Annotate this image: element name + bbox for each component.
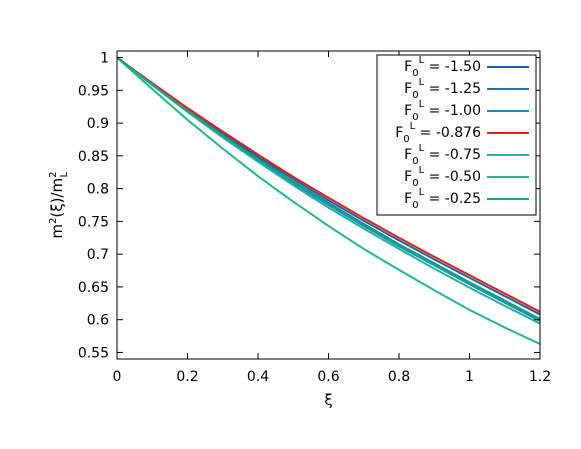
series-line (116, 56, 541, 321)
legend-label: F0L = -1.00 (404, 99, 481, 123)
y-axis-label: m2(ξ)/m2L (48, 171, 70, 238)
y-label-sub: L (59, 171, 70, 177)
y-label-sup: 2 (48, 218, 59, 224)
y-label-m: m (48, 224, 66, 239)
x-tick-label: 0.4 (247, 369, 269, 385)
series-line (116, 56, 541, 345)
y-tick-label: 0.65 (78, 280, 109, 296)
y-tick-label: 0.6 (87, 313, 109, 329)
y-tick-label: 0.95 (78, 83, 109, 99)
x-axis-label: ξ (324, 391, 332, 409)
x-tick-label: 0.6 (317, 369, 339, 385)
legend-label: F0L = -0.876 (395, 121, 481, 145)
x-ticks: 0 0.2 0.4 0.6 0.8 1 1.2 (113, 51, 551, 385)
x-tick-label: 0 (113, 369, 122, 385)
y-tick-label: 0.7 (87, 247, 109, 263)
x-tick-label: 1 (465, 369, 474, 385)
y-tick-label: 0.8 (87, 182, 109, 198)
y-ticks: 0.55 0.6 0.65 0.7 0.75 0.8 0.85 0.9 0.95 1 (78, 51, 540, 361)
x-tick-label: 1.2 (529, 369, 551, 385)
y-tick-label: 0.85 (78, 149, 109, 165)
legend-label: F0L = -0.75 (404, 143, 481, 167)
x-tick-label: 0.2 (176, 369, 198, 385)
y-label-sup2: 2 (48, 171, 59, 177)
y-tick-label: 0.9 (87, 116, 109, 132)
legend-box (376, 54, 537, 216)
y-tick-label: 0.75 (78, 214, 109, 230)
y-tick-label: 0.55 (78, 345, 109, 361)
legend-label: F0L = -0.50 (404, 165, 481, 189)
legend-label: F0L = -0.25 (404, 187, 481, 211)
y-tick-label: 1 (100, 51, 109, 67)
y-label-arg: (ξ)/m (48, 178, 66, 218)
series-line (116, 56, 541, 325)
x-tick-label: 0.8 (388, 369, 410, 385)
legend-label: F0L = -1.50 (404, 55, 481, 79)
legend-label: F0L = -1.25 (404, 77, 481, 101)
series-line (116, 56, 541, 313)
series-layer (116, 56, 541, 345)
